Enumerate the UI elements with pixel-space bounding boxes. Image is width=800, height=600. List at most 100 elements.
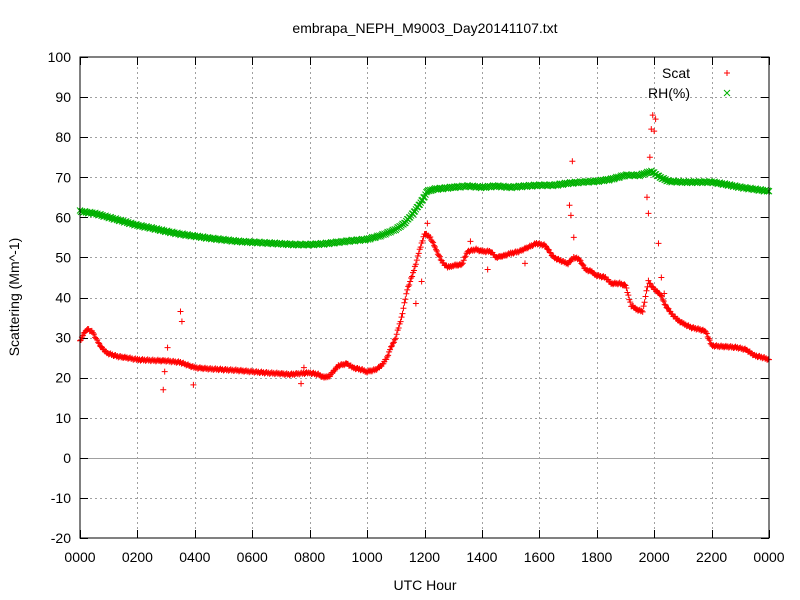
legend-marker-glyph [723,89,731,97]
series-1-point [547,250,554,257]
x-tick-label: 1000 [352,549,383,565]
legend-label: RH(%) [648,85,690,101]
series-1-point [397,318,404,325]
series-1-point [661,301,668,308]
series-1-outlier [412,300,419,307]
series-2-points [76,167,773,249]
series-1-point [659,296,666,303]
series-1-point [415,250,422,257]
series-1-point [419,237,426,244]
series-1-point [580,262,587,269]
series-1-point [391,336,398,343]
series-1-point [576,256,583,263]
series-1-point [543,243,550,250]
series-1-outlier [661,290,668,297]
series-1-point [626,296,633,303]
series-layer [76,112,773,393]
series-1-point [402,296,409,303]
series-1-point [430,239,437,246]
series-1-outlier [658,274,665,281]
series-1-point [660,298,667,305]
series-1-outlier [177,308,184,315]
legend-marker-glyph [724,70,730,76]
legend-label: Scat [662,65,690,81]
series-1-point [432,246,439,253]
series-1-point [77,336,84,343]
series-1-point [408,274,415,281]
series-1-point [545,246,552,253]
x-tick-label: 0600 [237,549,268,565]
plot-frame [79,56,770,539]
series-1-point [389,340,396,347]
series-2-point [406,214,414,221]
series-1-outlier [300,364,307,371]
series-1-point [623,285,630,292]
x-tick-label: 0200 [122,549,153,565]
series-1-outlier [570,234,577,241]
x-tick-label: 0000 [64,549,95,565]
series-1-point [429,238,436,245]
series-1-outlier [566,202,573,209]
series-1-point [462,253,469,260]
series-1-point [461,254,468,261]
series-1-point [459,260,466,267]
series-1-point [658,293,665,300]
series-1-outlier [418,278,425,285]
series-1-outlier [424,220,431,227]
series-1-point [89,329,96,336]
y-tick-label: 20 [55,370,71,386]
series-1-point [433,248,440,255]
series-1-point [417,244,424,251]
series-1-point [398,314,405,321]
series-1-point [414,252,421,259]
y-tick-label: 50 [55,249,71,265]
series-1-point [645,277,652,284]
legend-marker [723,89,731,97]
series-1-point [639,308,646,315]
series-1-outlier [651,128,658,135]
y-axis-label: Scattering (Mm^-1) [6,238,22,357]
x-tick-label: 1600 [524,549,555,565]
series-1-outlier [652,116,659,123]
series-1-point [458,261,465,268]
series-1-point [435,252,442,259]
y-tick-label: 0 [63,450,71,466]
series-1-point [544,246,551,253]
series-1-point [703,330,710,337]
x-tick-label: 2200 [696,549,727,565]
series-1-point [432,243,439,250]
series-1-point [546,249,553,256]
y-tick-label: 80 [55,129,71,145]
series-1-point [542,242,549,249]
series-1-outlier [643,194,650,201]
y-tick-label: -10 [51,490,71,506]
series-1-outlier [484,266,491,273]
series-1-point [395,324,402,331]
series-1-outlier [164,344,171,351]
series-1-point [640,303,647,310]
series-1-point [406,281,413,288]
x-tick-label: 0400 [179,549,210,565]
series-1-outlier [160,386,167,393]
series-1-point [643,287,650,294]
series-2-point [416,201,424,209]
series-1-point [405,283,412,290]
x-tick-label: 0800 [294,549,325,565]
series-1-point [393,331,400,338]
series-1-point [95,339,102,346]
series-1-outlier [190,381,197,388]
series-1-outlier [649,112,656,119]
series-1-point [94,336,101,343]
series-2-point [411,208,419,215]
series-1-point [664,305,671,312]
series-1-point [437,256,444,263]
x-tick-label: 1200 [409,549,440,565]
grid [80,57,769,538]
series-1-outlier [161,368,168,375]
series-1-point [460,257,467,264]
series-1-point [646,280,653,287]
y-tick-label: 100 [48,49,72,65]
y-tick-label: 30 [55,330,71,346]
series-1-point [401,299,408,306]
